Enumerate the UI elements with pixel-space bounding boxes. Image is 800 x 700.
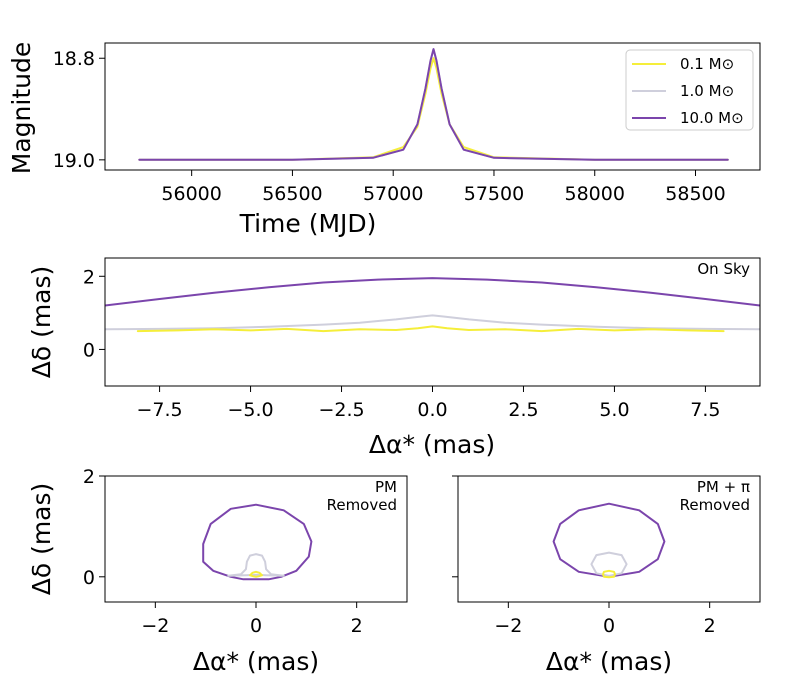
series-group	[138, 48, 729, 161]
series-line-m1	[590, 551, 628, 577]
legend-label: 10.0 M⊙	[680, 109, 744, 127]
x-tick-label: −2	[494, 615, 522, 637]
x-tick-label: 2	[704, 615, 716, 637]
y-tick-label: 0	[83, 339, 95, 361]
y-axis-label: Δδ (mas)	[27, 483, 56, 596]
y-tick-label: 2	[83, 266, 95, 288]
series-line-m10	[202, 503, 313, 581]
x-tick-label: 56500	[262, 183, 322, 205]
series-line-m10	[105, 277, 760, 307]
series-line-m01	[602, 569, 616, 579]
x-tick-label: 57000	[363, 183, 423, 205]
x-tick-label: 56000	[161, 183, 221, 205]
panel-annotation: On Sky	[697, 260, 750, 278]
x-tick-label: 2.5	[508, 399, 538, 421]
series-line-m1	[227, 553, 285, 577]
x-tick-label: −2.5	[318, 399, 364, 421]
series-group	[552, 502, 666, 579]
y-tick-label: 2	[83, 466, 95, 488]
y-axis-label: Magnitude	[7, 42, 36, 174]
y-tick-label: 18.8	[53, 48, 95, 70]
x-axis-label: Δα* (mas)	[546, 647, 672, 676]
axes-frame	[104, 42, 761, 171]
x-tick-label: 58000	[565, 183, 625, 205]
series-line-m10	[138, 48, 729, 161]
x-axis-label: Δα* (mas)	[369, 430, 495, 459]
legend-box	[625, 49, 754, 131]
x-tick-label: 5.0	[599, 399, 629, 421]
panel-annotation: PM + π	[697, 478, 750, 496]
legend-label: 0.1 M⊙	[680, 55, 734, 73]
panel-annotation: Removed	[327, 496, 397, 514]
y-axis-label: Δδ (mas)	[27, 266, 56, 379]
series-group	[105, 277, 760, 333]
legend-label: 1.0 M⊙	[680, 82, 734, 100]
panel-annotation: Removed	[680, 496, 750, 514]
x-axis-label: Time (MJD)	[239, 209, 377, 238]
series-line-m1	[105, 314, 760, 331]
x-tick-label: 2	[351, 615, 363, 637]
x-axis-label: Δα* (mas)	[193, 647, 319, 676]
panel-annotation: PM	[375, 478, 397, 496]
panel-lightcurve: 56000 56500 57000 57500 58000 58500 18.8 19.0 Ti…	[7, 42, 761, 238]
y-tick-label: 0	[83, 567, 95, 589]
legend: 0.1 M⊙ 1.0 M⊙ 10.0 M⊙	[625, 49, 754, 131]
x-tick-label: −7.5	[137, 399, 183, 421]
x-tick-label: 7.5	[690, 399, 720, 421]
series-group	[202, 503, 313, 581]
axes-frame	[104, 475, 408, 603]
x-tick-label: −5.0	[227, 399, 273, 421]
series-line-m01	[136, 325, 725, 333]
x-tick-label: 0.0	[417, 399, 447, 421]
panel-onsky: −7.5 −5.0 −2.5 0.0 2.5 5.0 7.5 0 2 Δα* (mas) Δδ (m…	[27, 257, 761, 459]
series-line-m01	[249, 570, 263, 578]
y-tick-label: 19.0	[53, 150, 95, 172]
x-tick-label: 0	[603, 615, 615, 637]
x-tick-label: −2	[141, 615, 169, 637]
series-line-m01	[138, 57, 729, 161]
x-tick-label: 0	[250, 615, 262, 637]
x-tick-label: 58500	[665, 183, 725, 205]
series-line-m10	[552, 502, 666, 578]
x-tick-label: 57500	[464, 183, 524, 205]
